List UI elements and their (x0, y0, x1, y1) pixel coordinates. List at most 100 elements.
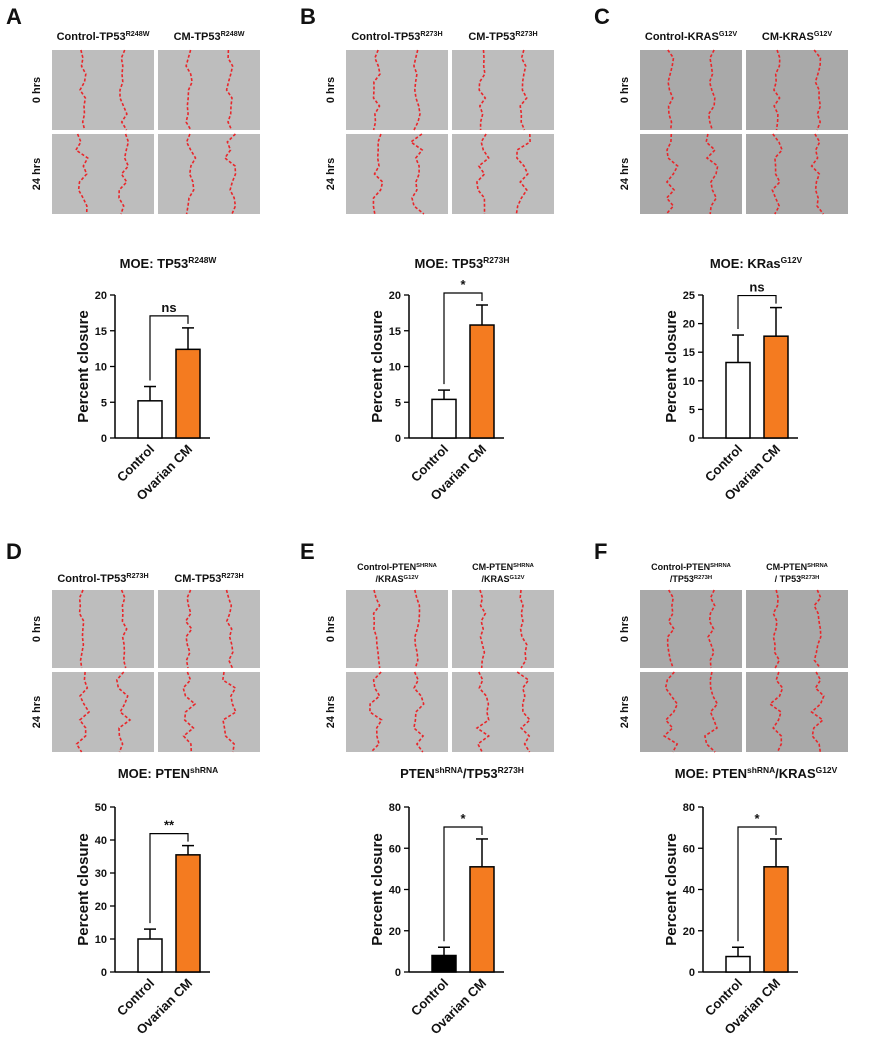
significance-bracket (737, 294, 777, 330)
wound-edge (120, 589, 128, 669)
panel-letter: D (6, 539, 22, 564)
y-tick-label: 0 (395, 967, 401, 979)
superscript: SHRNA (710, 563, 732, 569)
micrograph (158, 672, 260, 752)
micrograph (158, 50, 260, 130)
significance-bracket (443, 826, 483, 942)
wound-edge (666, 589, 675, 669)
micrograph (52, 50, 154, 130)
chart-title: MOE: PTENshRNA (118, 765, 218, 781)
image-row-label: 0 hrs (619, 616, 631, 642)
text-segment: CM-PTEN (472, 562, 513, 572)
wound-edge (185, 49, 193, 131)
y-tick-label: 15 (683, 347, 695, 359)
text-segment: /TP53 (670, 574, 694, 584)
wound-edge (773, 49, 781, 131)
chart-title: MOE: KRasG12V (710, 255, 803, 271)
y-tick-label: 5 (101, 397, 107, 409)
wound-edge (707, 49, 716, 131)
text-segment: CM-PTEN (766, 562, 807, 572)
superscript: SHRNA (513, 563, 535, 569)
wound-edge (519, 589, 528, 669)
panel-letter: C (594, 4, 610, 29)
micrograph (346, 50, 448, 130)
superscript: R273H (801, 575, 819, 581)
image-row-label: 0 hrs (619, 77, 631, 103)
text-segment: Control-PTEN (651, 562, 710, 572)
superscript: SHRNA (416, 563, 438, 569)
y-tick-label: 0 (101, 967, 107, 979)
y-tick-label: 10 (683, 376, 695, 388)
y-axis-label: Percent closure (369, 310, 386, 423)
panel-letter: B (300, 4, 316, 29)
image-row-label: 24 hrs (31, 158, 43, 190)
image-row-label: 0 hrs (31, 616, 43, 642)
y-tick-label: 25 (683, 290, 695, 302)
text-segment: MOE: KRas (710, 256, 781, 271)
wound-edge (813, 589, 822, 669)
wound-edge (119, 49, 128, 131)
chart-title: MOE: TP53R273H (415, 255, 510, 271)
y-tick-label: 60 (389, 843, 401, 855)
significance-label: ns (161, 300, 176, 315)
bar (725, 955, 751, 973)
y-axis-label: Percent closure (369, 833, 386, 946)
chart-title: PTENshRNA/TP53R273H (400, 765, 524, 781)
y-tick-label: 20 (389, 926, 401, 938)
wound-edge (478, 49, 487, 130)
y-tick-label: 20 (683, 926, 695, 938)
wound-edge (810, 671, 825, 753)
micrograph (346, 672, 448, 752)
image-row-label: 24 hrs (325, 158, 337, 190)
chart-title: MOE: PTENshRNA/KRASG12V (675, 765, 838, 781)
chart-title: MOE: TP53R248W (120, 255, 217, 271)
wound-edge (515, 133, 531, 215)
y-tick-label: 5 (689, 404, 695, 416)
superscript: R273H (498, 765, 524, 775)
image-column-label: CM-TP53R273H (468, 30, 537, 43)
image-column-label: Control-PTENSHRNA (651, 562, 732, 572)
text-segment: MOE: PTEN (675, 766, 747, 781)
wound-edge (707, 589, 716, 669)
wound-edge (225, 589, 234, 669)
bar (725, 361, 751, 439)
image-row-label: 24 hrs (619, 696, 631, 728)
superscript: SHRNA (807, 563, 829, 569)
text-segment: MOE: TP53 (415, 256, 484, 271)
y-tick-label: 40 (683, 885, 695, 897)
y-tick-label: 20 (95, 290, 107, 302)
bar (763, 866, 789, 973)
y-tick-label: 0 (395, 433, 401, 445)
superscript: R273H (694, 575, 712, 581)
y-tick-label: 15 (389, 326, 401, 338)
superscript: G12V (719, 30, 737, 38)
y-tick-label: 20 (389, 290, 401, 302)
text-segment: Control-TP53 (57, 31, 126, 43)
micrograph (346, 134, 448, 214)
wound-edge (413, 49, 421, 131)
wound-edge (772, 589, 781, 669)
wound-edge (372, 133, 384, 215)
text-segment: Control-KRAS (645, 31, 719, 43)
wound-edge (414, 589, 421, 669)
text-segment: Control-TP53 (57, 573, 126, 585)
significance-bracket (737, 826, 777, 942)
y-axis-label: Percent closure (663, 310, 680, 423)
image-column-label: /TP53R273H (670, 574, 712, 584)
image-column-label: CM-PTENSHRNA (472, 562, 535, 572)
superscript: R273H (420, 30, 442, 38)
y-tick-label: 80 (683, 802, 695, 814)
wound-edge (768, 671, 784, 753)
text-segment: Control-TP53 (351, 31, 420, 43)
y-tick-label: 80 (389, 802, 401, 814)
image-column-label: Control-TP53R273H (57, 572, 148, 585)
wound-edge (225, 49, 234, 131)
text-segment: /TP53 (463, 766, 498, 781)
micrograph (158, 590, 260, 668)
image-column-label: Control-PTENSHRNA (357, 562, 438, 572)
y-tick-label: 0 (689, 967, 695, 979)
micrograph (346, 590, 448, 668)
wound-edge (705, 133, 719, 215)
micrograph (640, 590, 742, 668)
wound-edge (118, 133, 130, 215)
